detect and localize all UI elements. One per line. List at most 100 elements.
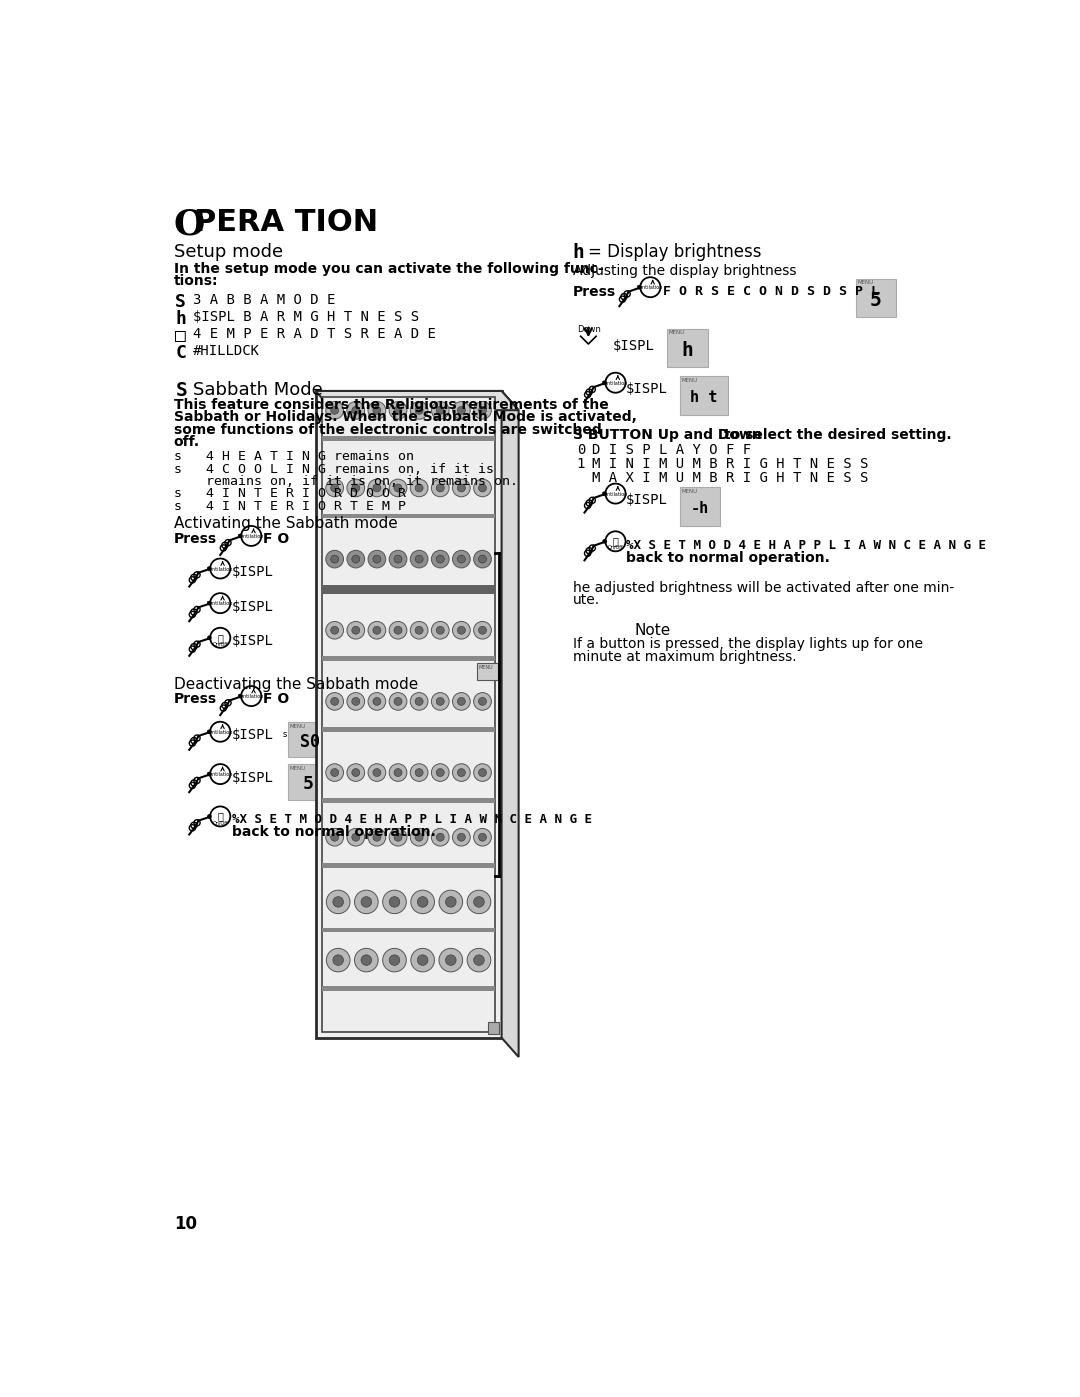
Circle shape xyxy=(394,833,402,841)
Text: Ventilation: Ventilation xyxy=(603,492,629,497)
Bar xyxy=(322,397,496,1031)
Circle shape xyxy=(410,764,428,781)
Circle shape xyxy=(238,694,243,698)
Text: $ISPL: $ISPL xyxy=(232,599,273,613)
Circle shape xyxy=(373,697,381,705)
Circle shape xyxy=(382,949,406,972)
Text: 4 E M P E R A D T S R E A D E: 4 E M P E R A D T S R E A D E xyxy=(193,327,436,341)
Text: h: h xyxy=(175,310,186,328)
Circle shape xyxy=(478,697,486,705)
Text: Note: Note xyxy=(635,623,671,638)
Circle shape xyxy=(474,764,491,781)
Circle shape xyxy=(478,768,486,777)
Text: $ISPL: $ISPL xyxy=(613,338,656,352)
Text: S: S xyxy=(175,293,186,312)
Bar xyxy=(322,657,496,661)
Circle shape xyxy=(326,764,343,781)
Circle shape xyxy=(453,401,470,419)
Circle shape xyxy=(453,693,470,710)
Circle shape xyxy=(458,626,465,634)
Circle shape xyxy=(373,833,381,841)
Circle shape xyxy=(352,833,360,841)
Text: Sabbath or Holidays. When the Sabbath Mode is activated,: Sabbath or Holidays. When the Sabbath Mo… xyxy=(174,411,636,425)
Bar xyxy=(322,436,496,441)
Text: Ventilation: Ventilation xyxy=(238,534,265,539)
Circle shape xyxy=(431,693,449,710)
Circle shape xyxy=(326,479,343,497)
Text: Ventilation: Ventilation xyxy=(207,567,233,571)
Circle shape xyxy=(368,401,386,419)
Polygon shape xyxy=(501,391,518,1058)
Circle shape xyxy=(326,828,343,847)
Circle shape xyxy=(458,555,465,563)
Circle shape xyxy=(431,550,449,569)
Text: M I N I M U M B R I G H T N E S S: M I N I M U M B R I G H T N E S S xyxy=(592,457,868,471)
Text: 1: 1 xyxy=(577,457,585,471)
Circle shape xyxy=(394,626,402,634)
Circle shape xyxy=(326,693,343,710)
Circle shape xyxy=(478,626,486,634)
Circle shape xyxy=(389,550,407,569)
Circle shape xyxy=(415,697,423,705)
Text: On/Off: On/Off xyxy=(608,545,623,550)
Circle shape xyxy=(238,534,243,538)
Text: PERA TION: PERA TION xyxy=(194,208,378,236)
Circle shape xyxy=(326,622,343,638)
Text: If a button is pressed, the display lights up for one: If a button is pressed, the display ligh… xyxy=(572,637,923,651)
Circle shape xyxy=(352,626,360,634)
Circle shape xyxy=(330,768,339,777)
Text: Press: Press xyxy=(572,285,616,299)
Circle shape xyxy=(330,483,339,492)
Circle shape xyxy=(207,771,212,777)
Circle shape xyxy=(326,550,343,569)
Text: $ISPL B A R M G H T N E S S: $ISPL B A R M G H T N E S S xyxy=(193,310,419,324)
Circle shape xyxy=(352,407,360,415)
Circle shape xyxy=(458,768,465,777)
Text: ⏻: ⏻ xyxy=(612,536,619,546)
Circle shape xyxy=(415,833,423,841)
Text: h: h xyxy=(572,243,584,263)
Text: s   4 I N T E R I O R D O O R: s 4 I N T E R I O R D O O R xyxy=(174,488,406,500)
Circle shape xyxy=(458,407,465,415)
Text: Ventilation: Ventilation xyxy=(207,602,233,606)
Text: %X S E T M O D 4 E H A P P L I A W N C E A N G E: %X S E T M O D 4 E H A P P L I A W N C E… xyxy=(625,539,986,552)
Circle shape xyxy=(453,764,470,781)
Bar xyxy=(322,728,496,732)
Circle shape xyxy=(389,764,407,781)
Circle shape xyxy=(431,764,449,781)
Text: h t: h t xyxy=(690,390,717,405)
Text: S: S xyxy=(175,381,187,400)
Circle shape xyxy=(394,407,402,415)
Circle shape xyxy=(352,697,360,705)
Circle shape xyxy=(347,764,365,781)
Circle shape xyxy=(474,550,491,569)
Text: -h: -h xyxy=(691,502,710,517)
Circle shape xyxy=(361,897,372,907)
Text: S0: S0 xyxy=(300,733,320,752)
Bar xyxy=(288,722,332,757)
Circle shape xyxy=(352,768,360,777)
Circle shape xyxy=(474,897,484,907)
Circle shape xyxy=(330,626,339,634)
Circle shape xyxy=(453,550,470,569)
Circle shape xyxy=(333,897,343,907)
Circle shape xyxy=(347,401,365,419)
Text: $ISPL: $ISPL xyxy=(232,564,273,578)
Circle shape xyxy=(368,550,386,569)
Circle shape xyxy=(410,479,428,497)
Circle shape xyxy=(410,949,434,972)
Text: Deactivating the Sabbath mode: Deactivating the Sabbath mode xyxy=(174,676,418,692)
Text: = Display brightness: = Display brightness xyxy=(589,243,761,261)
Circle shape xyxy=(330,833,339,841)
Text: Ventilation: Ventilation xyxy=(207,731,233,735)
Text: MENU: MENU xyxy=(681,489,698,493)
Text: 5: 5 xyxy=(870,291,881,310)
Circle shape xyxy=(326,949,350,972)
Text: Press: Press xyxy=(174,532,217,546)
Bar xyxy=(476,662,499,679)
Circle shape xyxy=(394,555,402,563)
Text: S BUTTON Up and Down: S BUTTON Up and Down xyxy=(572,427,761,441)
Circle shape xyxy=(603,492,607,496)
Circle shape xyxy=(373,626,381,634)
Circle shape xyxy=(352,555,360,563)
